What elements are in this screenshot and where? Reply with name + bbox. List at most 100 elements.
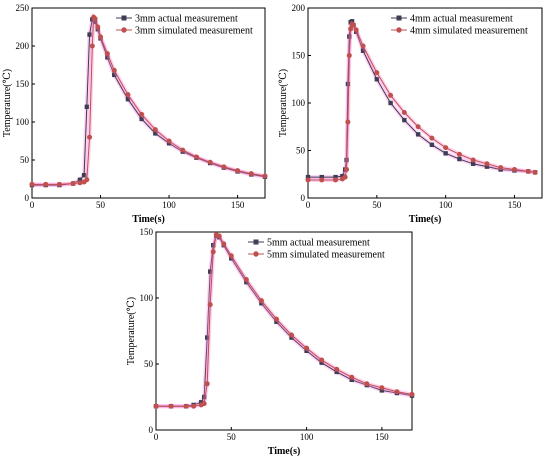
legend-circle-icon xyxy=(121,27,127,33)
data-point-circle xyxy=(204,381,210,387)
x-axis-title: Time(s) xyxy=(132,214,165,225)
data-point-circle xyxy=(443,145,449,151)
data-point-circle xyxy=(262,173,268,179)
data-point-square xyxy=(388,100,393,106)
x-tick-label: 150 xyxy=(231,200,245,210)
x-tick-label: 0 xyxy=(30,200,35,210)
data-point-circle xyxy=(228,253,234,259)
y-tick-label: 0 xyxy=(301,193,306,203)
y-tick-label: 50 xyxy=(20,155,30,165)
data-point-square xyxy=(198,400,204,405)
data-point-circle xyxy=(470,157,476,163)
series-p4mm-actual xyxy=(305,18,538,180)
data-point-circle xyxy=(346,53,352,58)
y-tick-label: 200 xyxy=(292,3,306,13)
data-point-square xyxy=(379,388,385,393)
data-point-circle xyxy=(350,22,356,28)
data-point-circle xyxy=(183,403,189,409)
series-glow xyxy=(308,18,536,180)
data-point-circle xyxy=(409,391,415,397)
data-point-circle xyxy=(29,181,35,187)
data-point-circle xyxy=(333,177,339,183)
data-point-circle xyxy=(319,357,325,363)
data-point-circle xyxy=(319,177,325,183)
data-point-circle xyxy=(111,67,117,73)
data-point-circle xyxy=(210,249,216,255)
data-point-circle xyxy=(525,168,531,174)
data-point-circle xyxy=(273,316,279,322)
legend-entry: 3mm actual measurement xyxy=(135,14,238,25)
data-point-circle xyxy=(429,135,435,141)
data-point-square xyxy=(81,173,87,178)
data-point-square xyxy=(77,177,83,182)
series-p3mm-simulated xyxy=(29,12,268,187)
data-point-circle xyxy=(248,171,254,177)
y-tick-label: 50 xyxy=(144,359,154,369)
data-point-circle xyxy=(532,169,538,175)
data-point-square xyxy=(304,348,309,353)
x-tick-label: 100 xyxy=(300,432,314,442)
data-point-circle xyxy=(77,180,83,186)
data-point-square xyxy=(349,19,355,24)
data-point-circle xyxy=(394,389,400,395)
y-tick-label: 100 xyxy=(140,293,154,303)
data-point-circle xyxy=(484,161,490,167)
data-point-circle xyxy=(221,164,227,170)
data-point-circle xyxy=(180,147,186,153)
data-point-circle xyxy=(289,332,295,338)
data-point-circle xyxy=(456,151,462,157)
x-tick-label: 50 xyxy=(372,200,382,210)
data-point-circle xyxy=(207,159,213,165)
y-tick-label: 50 xyxy=(296,146,306,156)
data-point-square xyxy=(274,319,279,324)
data-point-circle xyxy=(388,92,394,98)
x-tick-label: 0 xyxy=(306,200,311,210)
data-point-circle xyxy=(201,401,207,407)
plot-frame xyxy=(155,231,413,431)
data-point-square xyxy=(229,256,234,261)
series-p5mm-simulated xyxy=(153,231,415,409)
data-point-square xyxy=(84,104,90,109)
series-glow xyxy=(32,12,266,187)
y-tick-label: 150 xyxy=(292,51,306,61)
data-point-circle xyxy=(92,16,98,22)
y-tick-label: 250 xyxy=(16,3,30,13)
data-point-square xyxy=(402,117,407,123)
series-glow xyxy=(156,233,413,409)
data-point-square xyxy=(340,173,345,179)
legend-entry: 3mm simulated measurement xyxy=(135,26,253,37)
data-point-circle xyxy=(207,302,213,308)
data-point-circle xyxy=(95,24,101,30)
series-line xyxy=(308,23,536,181)
data-point-square xyxy=(360,48,366,53)
data-point-circle xyxy=(98,34,104,40)
plot-frame xyxy=(31,7,266,199)
data-point-square xyxy=(305,174,311,180)
x-tick-label: 50 xyxy=(96,200,106,210)
data-point-square xyxy=(105,55,110,60)
data-point-square xyxy=(201,394,207,400)
data-point-square xyxy=(139,116,144,122)
x-tick-label: 100 xyxy=(162,200,176,210)
data-point-square xyxy=(347,34,352,39)
data-point-square xyxy=(87,32,92,37)
data-point-circle xyxy=(84,177,90,183)
data-point-circle xyxy=(258,298,264,304)
data-point-circle xyxy=(379,385,385,391)
data-point-circle xyxy=(153,403,159,409)
chart-p5mm: 0 50 100 150 0 50 100 150 Time(s) Temperature(℃) 5… xyxy=(126,227,415,457)
data-point-square xyxy=(319,174,324,180)
series-line xyxy=(32,18,266,186)
legend-circle-icon xyxy=(253,251,259,257)
data-point-circle xyxy=(511,167,517,172)
data-point-circle xyxy=(152,127,158,133)
data-point-circle xyxy=(304,345,310,351)
data-point-square xyxy=(92,19,98,24)
legend-entry: 5mm simulated measurement xyxy=(267,250,385,261)
data-point-square xyxy=(259,301,264,306)
y-tick-label: 0 xyxy=(149,425,154,435)
legend-circle-icon xyxy=(396,27,402,33)
data-point-circle xyxy=(342,174,348,180)
